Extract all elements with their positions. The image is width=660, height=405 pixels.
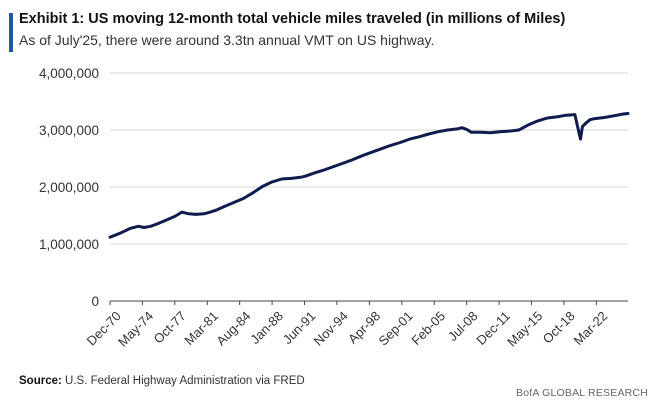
y-tick-label: 1,000,000	[39, 237, 99, 252]
y-tick-label: 0	[91, 294, 99, 309]
x-tick-label: Oct-18	[540, 308, 578, 346]
source-text: U.S. Federal Highway Administration via …	[65, 375, 305, 387]
x-tick-label: Nov-94	[311, 308, 351, 348]
y-tick-label: 4,000,000	[39, 66, 99, 81]
grid-lines	[110, 72, 628, 302]
source-note: Source: U.S. Federal Highway Administrat…	[19, 375, 305, 387]
y-tick-label: 3,000,000	[39, 123, 99, 138]
x-tick-label: Sep-01	[375, 308, 415, 348]
series-lines	[108, 112, 630, 239]
brand-label: BofA GLOBAL RESEARCH	[516, 387, 648, 399]
source-label: Source:	[19, 375, 62, 387]
x-tick-label: Aug-84	[213, 308, 253, 348]
x-tick-label: Feb-05	[408, 308, 448, 348]
y-axis-ticks: 0 1,000,000 2,000,000 3,000,000 4,000,000	[39, 66, 99, 309]
x-tick-label: May-74	[115, 308, 156, 349]
x-tick-label: Mar-81	[181, 308, 221, 348]
y-tick-label: 2,000,000	[39, 180, 99, 195]
x-tick-label: Mar-22	[571, 308, 611, 348]
chart-title: Exhibit 1: US moving 12-month total vehi…	[19, 11, 566, 27]
vmt-series-line	[108, 112, 630, 239]
x-tick-label: Oct-77	[151, 308, 189, 346]
title-accent-bar	[9, 13, 13, 52]
x-axis-ticks: Dec-70May-74Oct-77Mar-81Aug-84Jan-88Jun-…	[84, 301, 611, 350]
chart-subtitle: As of July'25, there were around 3.3tn a…	[19, 32, 435, 48]
x-tick-label: May-15	[504, 308, 545, 349]
x-tick-label: Jan-88	[247, 308, 286, 347]
